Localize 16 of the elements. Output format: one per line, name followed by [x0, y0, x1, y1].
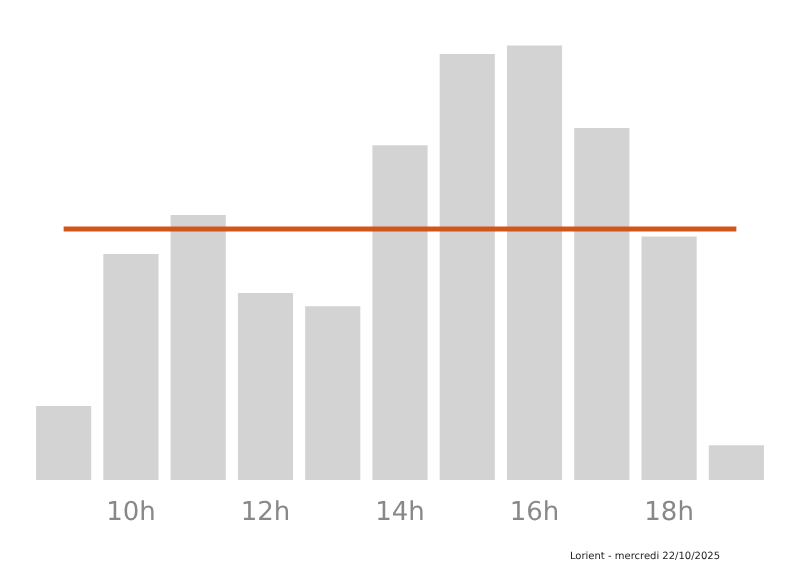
- x-tick-label: 10h: [106, 498, 156, 528]
- x-tick-label: 16h: [509, 498, 560, 528]
- bar: [641, 236, 697, 480]
- x-tick-label: 12h: [240, 498, 291, 528]
- bar: [237, 293, 294, 480]
- bar: [574, 127, 630, 480]
- bar: [103, 254, 159, 480]
- bar: [170, 214, 226, 480]
- x-tick-label: 18h: [644, 498, 694, 528]
- bar: [36, 406, 92, 480]
- x-tick-label: 14h: [375, 498, 425, 528]
- bar: [506, 45, 563, 480]
- bar: [708, 445, 764, 480]
- bar: [439, 54, 495, 480]
- bar: [372, 145, 428, 480]
- bar: [305, 306, 361, 480]
